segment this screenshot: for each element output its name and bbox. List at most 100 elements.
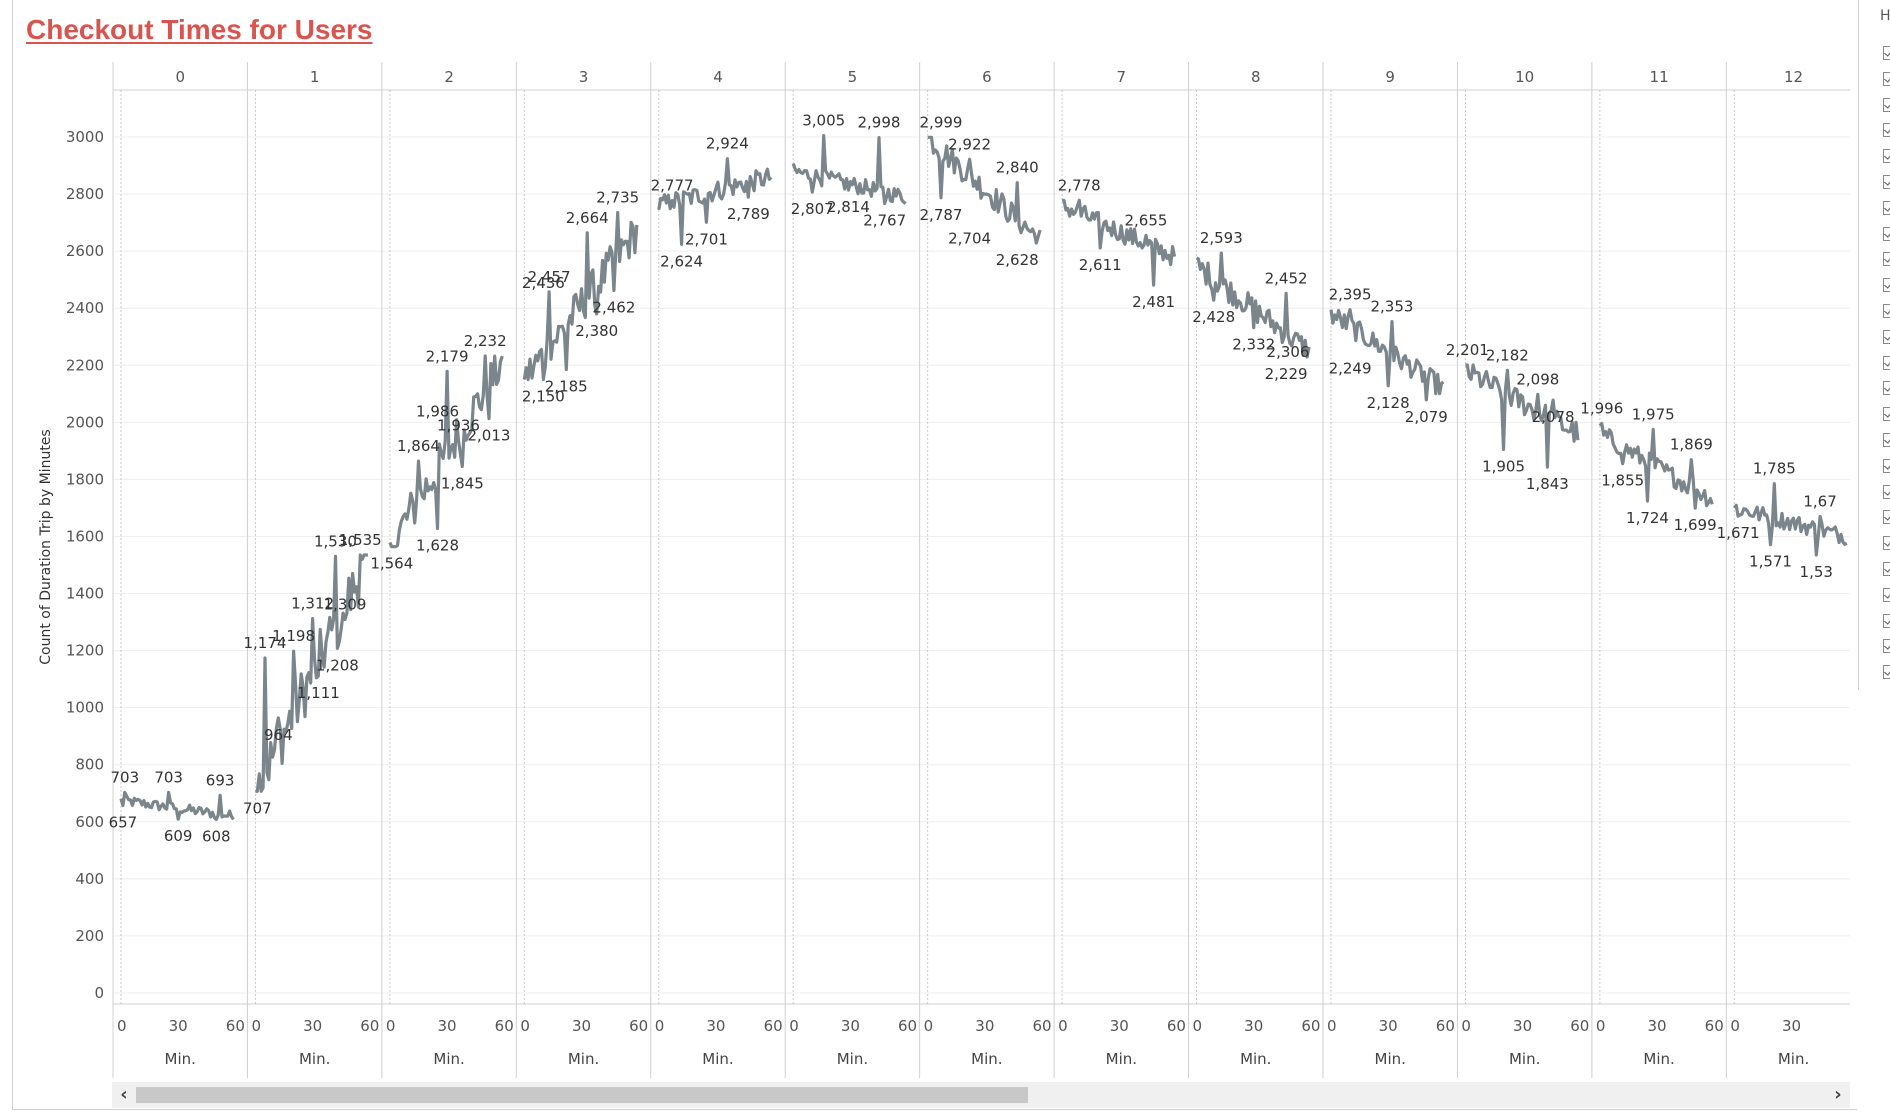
series-line	[522, 211, 639, 382]
data-label: 1,530	[314, 532, 357, 550]
x-axis-label: Min.	[1509, 1050, 1540, 1068]
legend-checkbox[interactable]	[1883, 149, 1890, 164]
panel-header: 5	[848, 68, 858, 86]
y-tick-label: 1000	[66, 699, 104, 717]
x-tick-label: 30	[1782, 1017, 1801, 1035]
x-tick-label: 0	[1730, 1017, 1740, 1035]
data-label: 2,201	[1446, 341, 1489, 359]
data-label: 1,855	[1601, 472, 1644, 490]
x-tick-label: 0	[924, 1017, 934, 1035]
legend-checkbox[interactable]	[1883, 46, 1890, 60]
y-tick-label: 2000	[66, 413, 104, 431]
y-tick-label: 3000	[66, 128, 104, 146]
legend-checkbox[interactable]	[1883, 536, 1890, 551]
legend-checkbox[interactable]	[1883, 665, 1890, 680]
horizontal-scrollbar[interactable]: ‹ ›	[112, 1082, 1850, 1108]
legend-checkbox[interactable]	[1883, 252, 1890, 267]
y-tick-label: 1400	[66, 585, 104, 603]
x-axis-label: Min.	[1778, 1050, 1809, 1068]
data-label: 1,111	[297, 684, 340, 702]
y-tick-label: 600	[75, 813, 104, 831]
legend-checkbox[interactable]	[1883, 381, 1890, 396]
panel-header: 2	[444, 68, 454, 86]
legend-checkbox[interactable]	[1883, 329, 1890, 344]
scroll-thumb[interactable]	[136, 1087, 1028, 1103]
x-axis-label: Min.	[702, 1050, 733, 1068]
legend-checkbox[interactable]	[1883, 613, 1890, 628]
y-tick-label: 0	[94, 984, 104, 1002]
panel-header: 6	[982, 68, 992, 86]
x-tick-label: 60	[764, 1017, 783, 1035]
panel-header: 7	[1117, 68, 1127, 86]
data-label: 2,735	[596, 189, 639, 207]
data-label: 2,013	[468, 427, 511, 445]
x-tick-label: 0	[1461, 1017, 1471, 1035]
data-label: 2,452	[1265, 269, 1308, 287]
data-label: 964	[264, 726, 293, 744]
x-tick-label: 0	[1327, 1017, 1337, 1035]
legend-checkbox[interactable]	[1883, 97, 1890, 112]
series-line	[1329, 308, 1445, 402]
series-line	[1062, 198, 1177, 287]
data-label: 1,628	[416, 536, 459, 554]
data-label: 609	[164, 827, 193, 845]
legend-checkbox[interactable]	[1883, 71, 1890, 86]
x-tick-label: 0	[386, 1017, 396, 1035]
legend-checkbox[interactable]	[1883, 304, 1890, 318]
x-tick-label: 60	[1705, 1017, 1724, 1035]
scroll-left-arrow-icon[interactable]: ‹	[120, 1084, 128, 1105]
legend-checkbox[interactable]	[1883, 123, 1890, 138]
legend-checkbox[interactable]	[1883, 175, 1890, 189]
x-tick-label: 60	[1032, 1017, 1051, 1035]
scroll-right-arrow-icon[interactable]: ›	[1834, 1084, 1842, 1105]
data-label: 2,701	[685, 230, 728, 248]
data-label: 2,922	[948, 135, 991, 153]
data-label: 1,208	[316, 656, 359, 674]
legend-checkbox[interactable]	[1883, 278, 1890, 293]
data-label: 2,924	[706, 135, 749, 153]
x-tick-label: 0	[789, 1017, 799, 1035]
legend-heading-letter: H	[1880, 8, 1890, 24]
data-label: 2,249	[1329, 359, 1372, 377]
x-tick-label: 0	[117, 1017, 127, 1035]
data-label: 657	[109, 814, 138, 832]
series-line	[657, 157, 773, 246]
legend-checkbox[interactable]	[1883, 484, 1890, 499]
data-label: 2,179	[426, 347, 469, 365]
panel-header: 4	[713, 68, 723, 86]
panel-header: 8	[1251, 68, 1261, 86]
data-label: 2,232	[464, 332, 507, 350]
x-tick-label: 0	[1058, 1017, 1068, 1035]
data-label: 2,789	[727, 205, 770, 223]
data-label: 1,845	[441, 475, 484, 493]
x-tick-label: 60	[1167, 1017, 1186, 1035]
data-label: 1,986	[416, 402, 459, 420]
data-label: 1,785	[1753, 460, 1796, 478]
data-label: 1,309	[324, 595, 367, 613]
panel-header: 12	[1784, 68, 1803, 86]
x-tick-label: 0	[655, 1017, 665, 1035]
legend-checkbox[interactable]	[1883, 562, 1890, 576]
y-tick-label: 200	[75, 927, 104, 945]
data-label: 1,843	[1526, 475, 1569, 493]
legend-checkbox[interactable]	[1883, 510, 1890, 525]
panel-header: 0	[175, 68, 185, 86]
data-label: 1,564	[370, 555, 413, 573]
data-label: 1,198	[272, 627, 315, 645]
legend-checkbox[interactable]	[1883, 226, 1890, 241]
data-label: 2,611	[1079, 256, 1122, 274]
legend-checkbox[interactable]	[1883, 407, 1890, 422]
x-tick-label: 0	[520, 1017, 530, 1035]
x-axis-label: Min.	[433, 1050, 464, 1068]
legend-checkbox[interactable]	[1883, 639, 1890, 654]
data-label: 2,787	[920, 206, 963, 224]
legend-checkbox[interactable]	[1883, 587, 1890, 602]
legend-checkbox[interactable]	[1883, 200, 1890, 215]
x-tick-label: 30	[1379, 1017, 1398, 1035]
legend-checkbox[interactable]	[1883, 355, 1890, 370]
legend-checkbox[interactable]	[1883, 458, 1890, 473]
legend-checkbox[interactable]	[1883, 433, 1890, 447]
series-line	[1598, 421, 1714, 510]
data-label: 2,128	[1367, 394, 1410, 412]
series-line	[1465, 363, 1580, 469]
